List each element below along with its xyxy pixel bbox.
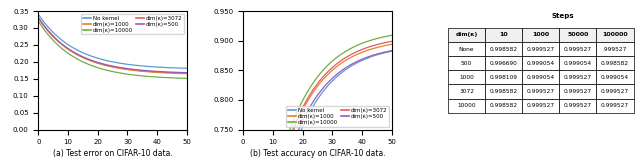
X-axis label: (a) Test error on CIFAR-10 data.: (a) Test error on CIFAR-10 data.	[52, 149, 173, 158]
X-axis label: (b) Test accuracy on CIFAR-10 data.: (b) Test accuracy on CIFAR-10 data.	[250, 149, 385, 158]
Legend: No kernel, dim(κ)=1000, dim(κ)=10000, dim(κ)=3072, dim(κ)=500: No kernel, dim(κ)=1000, dim(κ)=10000, di…	[81, 14, 184, 34]
Legend: No kernel, dim(κ)=1000, dim(κ)=10000, dim(κ)=3072, dim(κ)=500: No kernel, dim(κ)=1000, dim(κ)=10000, di…	[286, 106, 389, 127]
Text: Steps: Steps	[552, 13, 574, 19]
